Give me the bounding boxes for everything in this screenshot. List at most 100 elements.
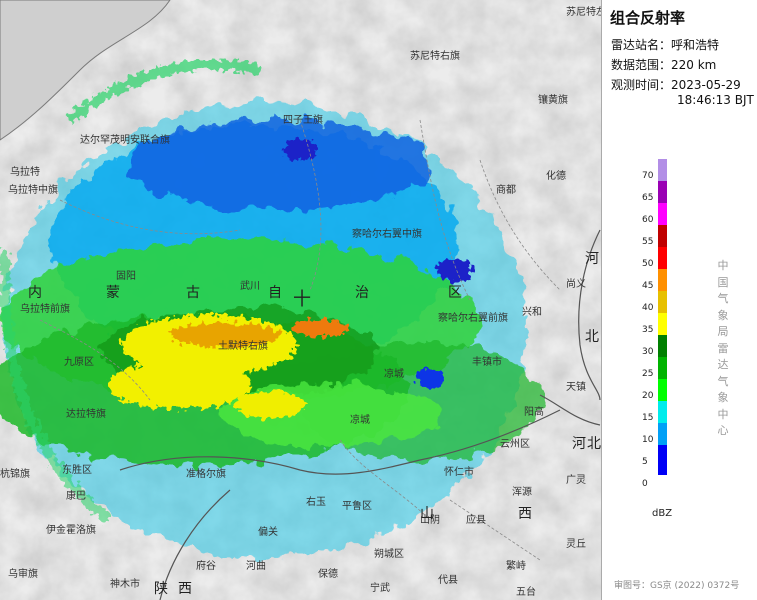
province-label: 河 [585,251,600,267]
map-svg: 十 [0,0,601,600]
legend-swatch [658,379,667,401]
time-date: 2023-05-29 [671,78,741,92]
place-label: 准格尔旗 [186,469,226,480]
place-label: 保德 [318,569,338,580]
place-label: 河曲 [246,561,266,572]
legend-value: 10 [642,435,654,445]
legend-swatch [658,423,667,445]
legend-swatch [658,291,667,313]
place-label: 察哈尔右翼前旗 [438,313,508,324]
place-label: 达拉特旗 [66,409,106,420]
county-boundaries [39,119,561,561]
legend-swatch [658,445,667,467]
place-label: 代县 [438,575,458,586]
place-label: 宁武 [370,583,390,594]
place-label: 商都 [496,185,516,196]
info-panel: 组合反射率 雷达站名：呼和浩特 数据范围：220 km 观测时间：2023-05… [601,0,757,600]
legend-swatch [658,181,667,203]
station-label: 雷达站名： [611,38,672,52]
place-label: 朔城区 [374,549,404,560]
radar-echo-layer [0,59,540,558]
place-label: 察哈尔右翼中旗 [352,229,422,240]
admin-boundaries [119,229,601,600]
place-label: 乌审旗 [8,569,38,580]
province-label: 蒙 [106,285,121,301]
place-label: 乌拉特中旗 [8,185,58,196]
province-label: 西 [178,581,193,597]
border-region [0,0,171,141]
place-label: 康巴 [66,491,86,502]
province-label: 陕 [154,581,169,597]
time-row: 观测时间：2023-05-29 [611,76,741,93]
place-label: 繁峙 [506,561,526,572]
place-label: 山阴 [420,515,440,526]
province-label: 自 [268,285,283,301]
place-label: 右玉 [306,497,326,508]
station-row: 雷达站名：呼和浩特 [611,36,719,53]
province-label: 治 [355,285,370,301]
place-label: 固阳 [116,271,136,282]
province-label: 河北 [572,436,601,452]
range-row: 数据范围：220 km [611,56,716,73]
legend-swatch [658,225,667,247]
place-label: 凉城 [384,369,404,380]
legend-value: 0 [642,479,648,489]
place-label: 天镇 [566,382,586,393]
legend-swatch [658,203,667,225]
legend-value: 55 [642,237,654,247]
place-label: 平鲁区 [342,501,372,512]
place-label: 武川 [240,281,260,292]
place-label: 伊金霍洛旗 [46,525,96,536]
legend-value: 30 [642,347,654,357]
legend-swatch [658,313,667,335]
legend-value: 60 [642,215,654,225]
product-title: 组合反射率 [610,9,686,27]
place-label: 杭锦旗 [0,469,30,480]
province-label: 内 [28,285,43,301]
place-label: 神木市 [110,579,140,590]
review-number: 审图号：GS京 (2022) 0372号 [614,581,740,591]
range-label: 数据范围： [611,58,672,72]
province-label: 区 [448,285,463,301]
time-label: 观测时间： [611,78,672,92]
place-label: 苏尼特左旗 [566,7,601,18]
legend-swatch [658,159,667,181]
place-label: 应县 [466,515,486,526]
legend-swatch [658,335,667,357]
legend-swatch [658,357,667,379]
place-label: 五台 [516,587,536,598]
place-label: 怀仁市 [444,467,474,478]
place-label: 云州区 [500,439,530,450]
place-label: 兴和 [522,307,542,318]
place-label: 浑源 [512,487,532,498]
legend-swatch [658,467,667,475]
place-label: 尚义 [566,279,586,290]
legend-value: 35 [642,325,654,335]
place-label: 四子王旗 [283,115,323,126]
place-label: 灵丘 [566,539,586,550]
legend-unit: dBZ [652,508,673,519]
radar-map[interactable]: 十 苏尼特左旗苏尼特右旗镶黄旗四子王旗达尔罕茂明安联合旗商都 化德乌拉特中旗察哈尔… [0,0,601,600]
legend-value: 5 [642,457,648,467]
radar-station-marker: 十 [293,289,311,310]
place-label: 九原区 [64,357,94,368]
place-label: 广灵 [566,475,586,486]
place-label: 达尔罕茂明安联合旗 [80,135,170,146]
legend-value: 45 [642,281,654,291]
place-label: 镶黄旗 [538,95,568,106]
place-label: 苏尼特右旗 [410,51,460,62]
legend-value: 20 [642,391,654,401]
place-label: 凉城 [350,415,370,426]
organization-text: 中国气象局雷达气象中心 [717,259,729,437]
place-label: 偏关 [258,527,278,538]
place-label: 乌拉特 [10,167,40,178]
legend-swatch [658,247,667,269]
place-label: 土默特右旗 [218,341,268,352]
time-clock: 18:46:13 BJT [677,93,754,107]
place-label: 东胜区 [62,465,92,476]
legend-value: 15 [642,413,654,423]
legend-value: 50 [642,259,654,269]
province-label: 北 [585,329,600,345]
legend-value: 40 [642,303,654,313]
station-value: 呼和浩特 [671,38,720,52]
